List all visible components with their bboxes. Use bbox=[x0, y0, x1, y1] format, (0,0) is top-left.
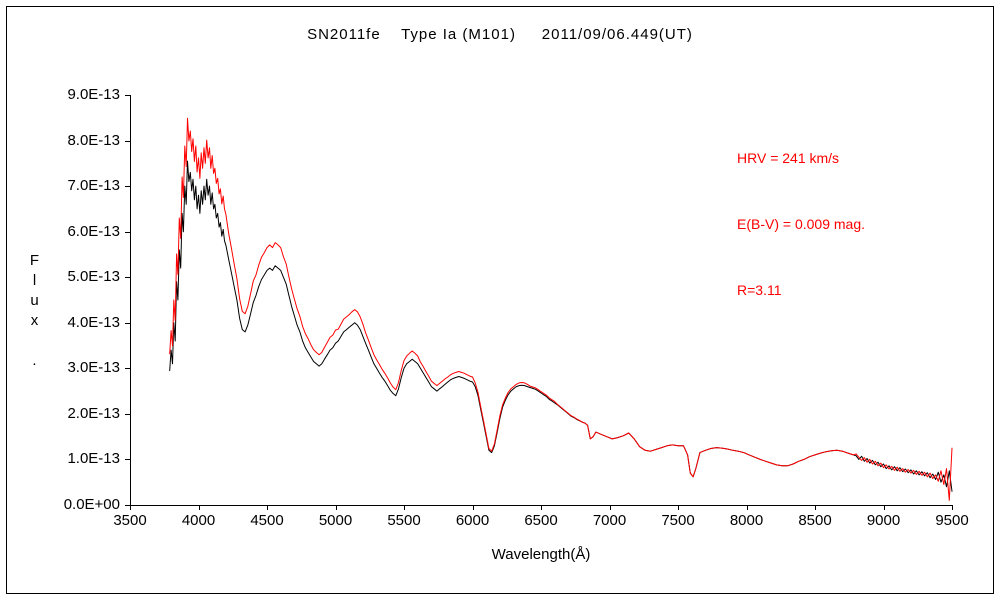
annotation-line-hrv: HRV = 241 km/s bbox=[737, 150, 840, 166]
x-tick-label: 6000 bbox=[455, 512, 490, 529]
chart-frame bbox=[6, 6, 994, 594]
y-tick-label: 4.0E-13 bbox=[67, 313, 120, 331]
x-tick-label: 9000 bbox=[866, 512, 901, 529]
x-tick-label: 4000 bbox=[181, 512, 216, 529]
axes bbox=[125, 95, 953, 510]
x-tick-label: 7500 bbox=[661, 512, 695, 529]
annotation-line-ebv: E(B-V) = 0.009 mag. bbox=[737, 216, 866, 232]
x-tick-label: 8500 bbox=[798, 512, 832, 529]
observed-spectrum-line bbox=[169, 160, 953, 492]
y-tick-label: 5.0E-13 bbox=[67, 268, 120, 286]
y-tick-label: 3.0E-13 bbox=[67, 359, 120, 377]
y-tick-label: 1.0E-13 bbox=[67, 450, 120, 468]
x-tick-label: 5500 bbox=[387, 512, 421, 529]
chart-title: SN2011fe Type Ia (M101) 2011/09/06.449(U… bbox=[307, 26, 693, 43]
y-tick-label: 7.0E-13 bbox=[67, 177, 120, 195]
dereddened-spectrum-line bbox=[169, 117, 953, 501]
annotation-block: HRV = 241 km/s E(B-V) = 0.009 mag. R=3.1… bbox=[737, 103, 865, 345]
x-tick-label: 7000 bbox=[592, 512, 627, 529]
y-tick-label: 8.0E-13 bbox=[67, 131, 120, 149]
x-tick-label: 6500 bbox=[524, 512, 558, 529]
x-tick-label: 4500 bbox=[250, 512, 284, 529]
y-tick-label: 2.0E-13 bbox=[67, 404, 120, 422]
x-tick-label: 8000 bbox=[729, 512, 764, 529]
annotation-line-r: R=3.11 bbox=[737, 282, 782, 298]
y-tick-label: 9.0E-13 bbox=[67, 86, 120, 103]
x-tick-label: 9500 bbox=[935, 512, 969, 529]
y-axis-title: Flux . bbox=[26, 252, 43, 372]
x-tick-label: 3500 bbox=[113, 512, 147, 529]
x-tick-label: 5000 bbox=[318, 512, 353, 529]
y-tick-label: 6.0E-13 bbox=[67, 222, 120, 240]
x-axis-title: Wavelength(Å) bbox=[491, 546, 591, 563]
y-tick-label: 0.0E+00 bbox=[63, 496, 120, 513]
